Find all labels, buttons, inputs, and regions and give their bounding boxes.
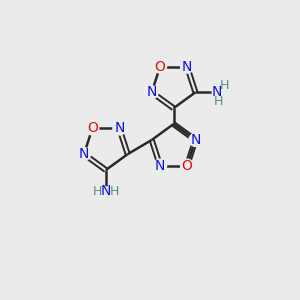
Circle shape — [189, 134, 202, 146]
Circle shape — [113, 122, 126, 135]
Text: N: N — [114, 122, 124, 136]
Circle shape — [86, 122, 99, 135]
Text: N: N — [146, 85, 157, 99]
Circle shape — [154, 60, 166, 73]
Text: H: H — [110, 185, 119, 198]
Text: H: H — [213, 95, 223, 108]
Text: O: O — [182, 159, 193, 172]
Text: H: H — [93, 185, 102, 198]
Circle shape — [101, 187, 110, 196]
Circle shape — [181, 159, 194, 172]
Circle shape — [154, 159, 166, 172]
Text: O: O — [87, 122, 98, 136]
Circle shape — [77, 148, 91, 160]
Circle shape — [145, 86, 158, 99]
Circle shape — [181, 60, 194, 73]
Text: N: N — [100, 184, 111, 198]
Text: N: N — [190, 133, 201, 147]
Text: N: N — [155, 159, 165, 172]
Text: O: O — [154, 60, 166, 74]
Text: N: N — [182, 60, 192, 74]
Text: N: N — [79, 147, 89, 161]
Circle shape — [212, 88, 221, 97]
Text: H: H — [219, 79, 229, 92]
Text: N: N — [212, 85, 222, 99]
